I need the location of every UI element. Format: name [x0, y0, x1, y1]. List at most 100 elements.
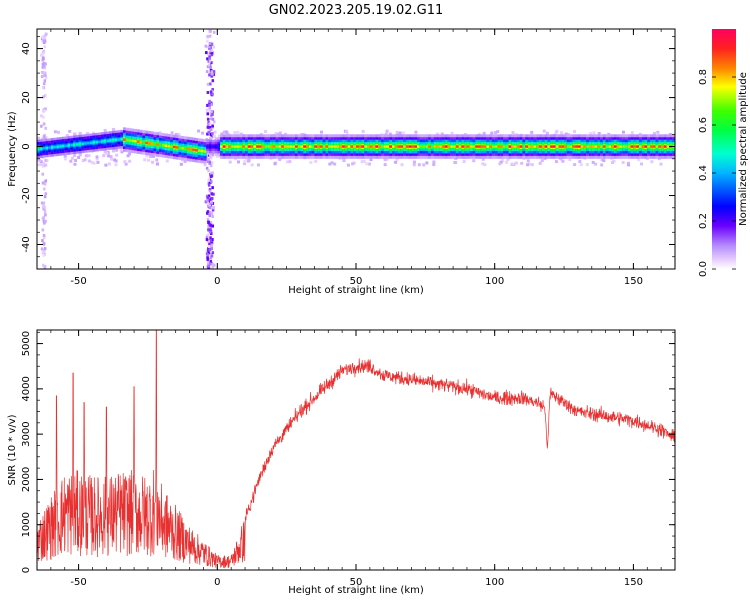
spectrogram-cell [41, 263, 45, 267]
spectrogram-cell [64, 144, 68, 147]
spectrogram-cell [42, 86, 45, 90]
spectrogram-cell [422, 145, 426, 148]
spectrogram-cell [208, 214, 211, 218]
spectrogram-cell [573, 163, 577, 167]
spectrogram-cell [422, 163, 426, 167]
spectrogram-cell [42, 71, 45, 75]
spectrogram-cell [206, 201, 209, 205]
spectrogram-cell [228, 145, 232, 148]
spectrogram-cell [70, 156, 74, 160]
spectrogram-cell [514, 145, 518, 148]
spectrogram-cell [336, 145, 340, 148]
spectrogram-cell [65, 134, 69, 138]
spectrogram-cell [384, 157, 388, 161]
spectrogram-cell [208, 45, 211, 49]
spectrogram-cell [67, 144, 71, 147]
spectrogram-cell [211, 79, 215, 83]
spectrogram-cell [210, 61, 213, 65]
y-tick-label: 4000 [21, 376, 32, 401]
spectrogram-cell [306, 145, 310, 148]
spectrogram-cell [602, 145, 607, 148]
spectrogram-cell [402, 131, 406, 135]
spectrogram-cell [44, 76, 48, 80]
spectrogram-cell [206, 65, 210, 69]
spectrogram-cell [636, 145, 640, 148]
spectrogram-cell [236, 130, 240, 134]
spectrogram-cell [147, 142, 152, 145]
spectrogram-cell [530, 163, 534, 167]
spectrogram-cell [210, 135, 213, 139]
spectrogram-cell [74, 158, 78, 162]
spectrogram-cell [42, 39, 46, 43]
spectrogram-cell [209, 51, 212, 55]
x-tick-label: 50 [350, 276, 363, 287]
spectrogram-cell [44, 219, 47, 223]
spectrogram-cell [360, 160, 364, 164]
spectrogram-cell [267, 145, 271, 148]
spectrogram-cell [439, 145, 443, 148]
x-tick-label: -50 [70, 276, 86, 287]
spectrogram-cell [206, 125, 210, 129]
spectrogram-cell [527, 145, 532, 148]
spectrogram-cell [40, 37, 44, 41]
spectrogram-cell [591, 160, 595, 164]
spectrogram-cell [45, 159, 49, 163]
spectrogram-cell [43, 264, 47, 268]
spectrogram-cell [120, 137, 124, 141]
spectrogram-cell [233, 145, 238, 148]
spectrogram-cell [81, 142, 85, 145]
spectrogram-cell [44, 62, 47, 66]
spectrogram-cell [95, 155, 99, 159]
spectrogram-cell [164, 144, 168, 147]
y-tick-label: 5000 [21, 331, 32, 356]
spectrogram-cell [552, 145, 557, 148]
spectrogram-cell [602, 159, 606, 163]
spectrogram-cell [208, 198, 211, 202]
spectrogram-cell [499, 160, 503, 164]
spectrogram-cell [42, 219, 46, 223]
spectrogram-cell [210, 161, 214, 165]
spectrogram-cell [207, 262, 210, 266]
spectrogram-cell [56, 145, 60, 148]
y-tick-label: -40 [21, 236, 32, 252]
y-tick-label: 0 [21, 143, 32, 149]
spectrogram-cell [506, 157, 510, 161]
spectrogram-cell [186, 147, 190, 151]
spectrogram-cell [39, 163, 43, 167]
spectrogram-cell [39, 147, 43, 150]
colorbar-tick-label: 0.2 [698, 213, 709, 229]
spectrogram-cell [342, 158, 346, 162]
spectrogram-cell [42, 122, 46, 126]
spectrogram-cell [436, 145, 440, 148]
spectrogram-cell [207, 225, 211, 229]
spectrogram-cell [43, 187, 46, 191]
spectrogram-cell [555, 129, 559, 133]
spectrogram-cell [42, 201, 46, 205]
spectrogram-cell [344, 129, 348, 133]
spectrogram-cell [70, 143, 74, 147]
spectrogram-cell [206, 145, 210, 148]
spectrogram-cell [663, 145, 668, 148]
spectrogram-cell [572, 130, 576, 134]
spectrogram-cell [103, 139, 107, 143]
spectrogram-cell [647, 145, 651, 148]
spectrogram-cell [362, 159, 366, 163]
spectrogram-cell [530, 145, 534, 148]
spectrogram-cell [555, 145, 559, 148]
spectrogram-cell [88, 159, 92, 163]
spectrogram-cell [208, 107, 212, 111]
spectrogram-cell [63, 155, 67, 159]
spectrogram-cell [210, 49, 214, 53]
spectrogram-cell [213, 130, 217, 134]
spectrogram-cell [209, 72, 212, 76]
spectrogram-cell [400, 145, 404, 148]
spectrogram-cell [384, 132, 388, 136]
spectrogram-cell [394, 145, 399, 148]
spectrogram-cell [206, 257, 209, 261]
spectrogram-cell [211, 215, 214, 219]
spectrogram-cell [536, 145, 540, 148]
spectrogram-cell [43, 36, 46, 40]
spectrogram-cell [494, 131, 498, 135]
spectrogram-cell [41, 172, 44, 176]
spectrogram-cell [210, 175, 213, 179]
